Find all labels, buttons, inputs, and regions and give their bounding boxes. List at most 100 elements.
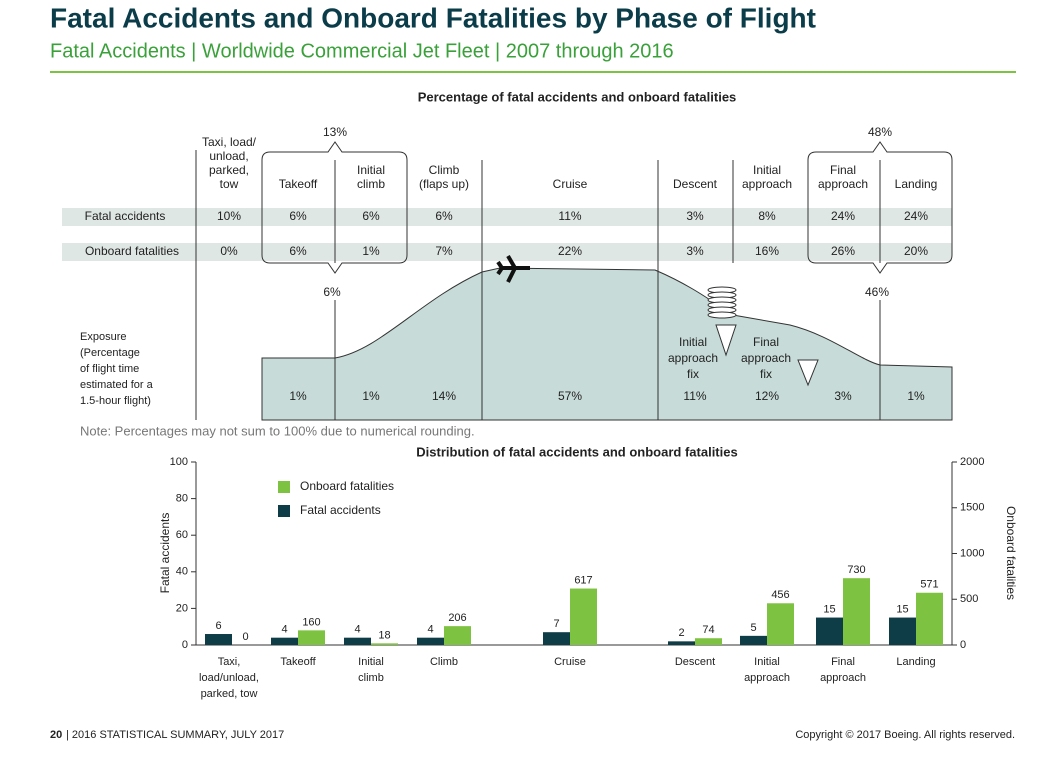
x-tick-label: Takeoff [280,656,316,668]
exposure-profile [261,267,953,421]
group-top-label: 13% [323,125,347,139]
bar [444,626,471,645]
y2-tick-label: 1500 [960,502,984,514]
exposure-value: 1% [289,389,307,403]
fix-label: approach [668,351,718,365]
y2-tick-label: 1000 [960,547,984,559]
page-subtitle: Fatal Accidents | Worldwide Commercial J… [50,40,674,62]
phase-header: Climb [429,163,460,177]
x-tick-label: Climb [430,656,458,668]
legend-label: Fatal accidents [300,503,381,517]
cell: 3% [686,244,704,258]
footer-left: | 2016 STATISTICAL SUMMARY, JULY 2017 [66,729,284,741]
cell: 10% [217,209,241,223]
cell: 1% [362,244,380,258]
note: Note: Percentages may not sum to 100% du… [80,423,475,438]
phase-header: Initial [753,163,781,177]
x-tick-label: approach [744,672,790,684]
page-title: Fatal Accidents and Onboard Fatalities b… [50,2,816,33]
bar [298,630,325,645]
x-tick-label: Initial [358,656,384,668]
bar-value-label: 5 [750,622,756,634]
phase-header: (flaps up) [419,177,469,191]
phase-header: unload, [209,149,248,163]
phase-header: Takeoff [279,177,318,191]
x-tick-label: Cruise [554,656,586,668]
page-number: 20 [50,729,62,741]
y-tick-label: 40 [176,566,188,578]
legend-swatch [278,505,290,517]
bar-value-label: 4 [281,624,287,636]
bar [271,637,298,645]
exposure-value: 14% [432,389,456,403]
y-axis-label: Fatal accidents [158,513,172,594]
group-bottom-label: 46% [865,285,889,299]
bar [740,635,767,645]
y2-axis-label: Onboard fatalities [1004,506,1018,600]
fix-label: fix [687,367,699,381]
cell: 22% [558,244,582,258]
bar [916,592,943,645]
copyright: Copyright © 2017 Boeing. All rights rese… [795,729,1015,741]
group-bracket [261,141,408,274]
bar [543,632,570,645]
bar-value-label: 730 [847,564,865,576]
cell: 6% [435,209,453,223]
x-tick-label: Descent [675,656,715,668]
x-tick-label: load/unload, [199,672,259,684]
chart-title: Distribution of fatal accidents and onbo… [416,444,737,459]
y-tick-label: 20 [176,602,188,614]
legend-label: Onboard fatalities [300,479,394,493]
y2-tick-label: 500 [960,593,978,605]
bar-value-label: 74 [702,624,714,636]
fix-label: approach [741,351,791,365]
bar-value-label: 15 [823,603,835,615]
cell: 8% [758,209,776,223]
bar [816,617,843,645]
bar-value-label: 206 [448,612,466,624]
phase-header: Landing [895,177,938,191]
bar-value-label: 2 [678,627,684,639]
bar-value-label: 571 [920,579,938,591]
bar-value-label: 6 [215,620,221,632]
x-tick-label: climb [358,672,384,684]
exposure-label: (Percentage [80,347,140,359]
y2-tick-label: 0 [960,639,966,651]
exposure-label: Exposure [80,331,126,343]
exposure-value: 57% [558,389,582,403]
bar [668,641,695,645]
fix-label: fix [760,367,772,381]
cell: 6% [289,209,307,223]
bar [205,634,232,645]
cell: 16% [755,244,779,258]
bar-value-label: 7 [553,618,559,630]
phase-header: approach [742,177,792,191]
x-tick-label: Taxi, [218,656,241,668]
bar-value-label: 15 [896,603,908,615]
bar [371,643,398,645]
phase-header: Cruise [553,177,588,191]
row-band [62,208,952,226]
holding-pattern [707,311,737,319]
bar [695,638,722,645]
bar-value-label: 4 [354,624,360,636]
row-band [62,243,952,261]
group-bracket [807,141,953,274]
cell: 26% [831,244,855,258]
cell: 24% [904,209,928,223]
exposure-value: 1% [362,389,380,403]
phase-header: Descent [673,177,718,191]
group-bottom-label: 6% [323,285,341,299]
exposure-value: 1% [907,389,925,403]
phase-header: parked, [209,163,249,177]
y2-tick-label: 2000 [960,456,984,468]
cell: 3% [686,209,704,223]
row-label: Fatal accidents [85,209,166,223]
phase-header: Taxi, load/ [202,135,257,149]
exposure-value: 3% [834,389,852,403]
bar [344,637,371,645]
cell: 20% [904,244,928,258]
exposure-value: 12% [755,389,779,403]
bar [843,578,870,645]
